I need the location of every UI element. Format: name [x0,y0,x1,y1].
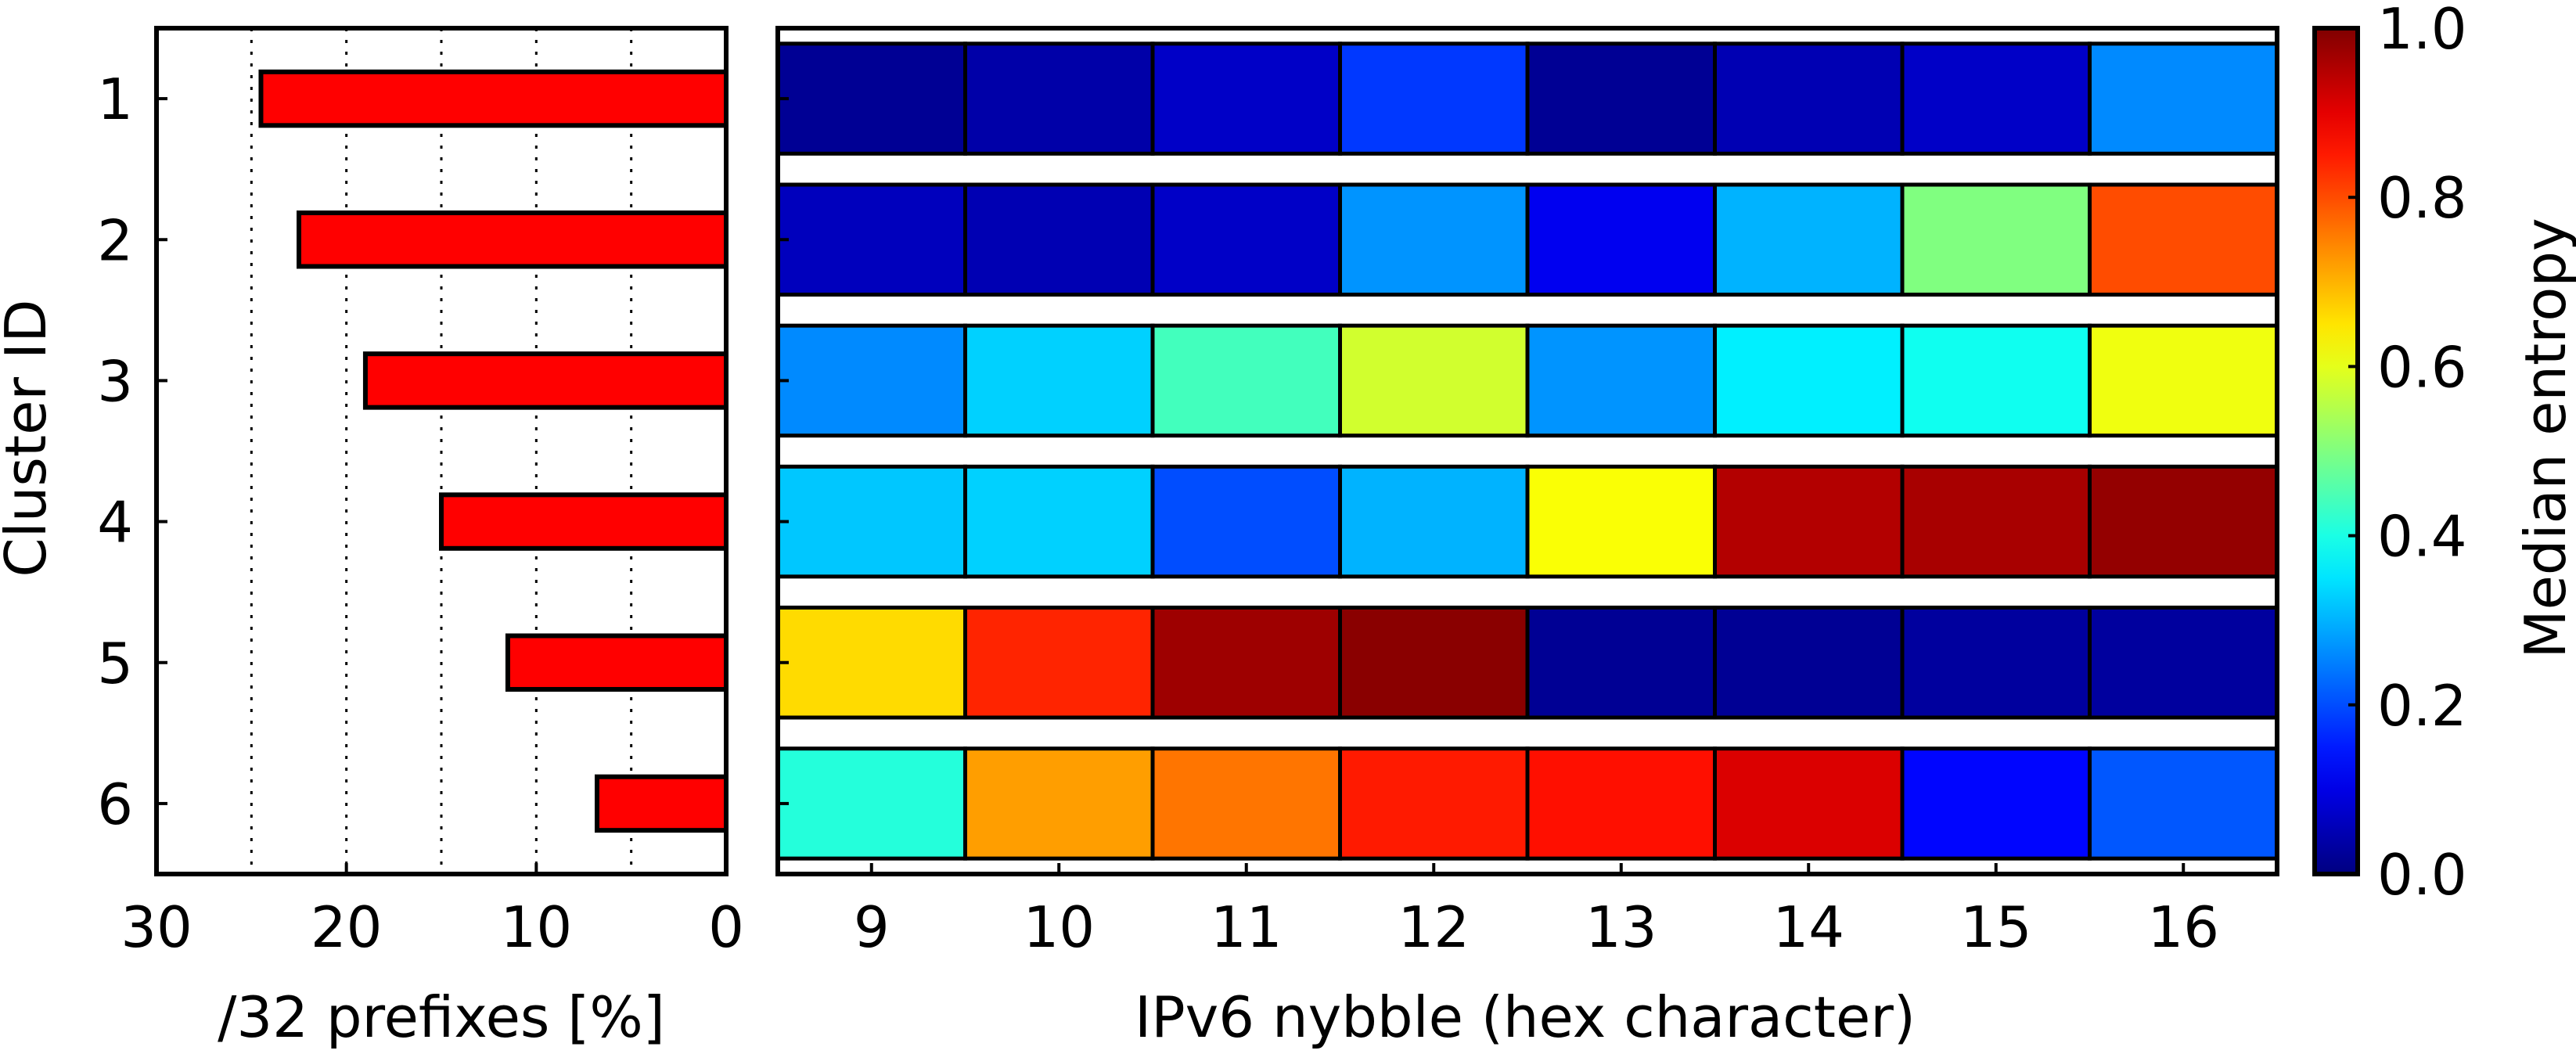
colorbar-panel: 0.0 0.2 0.4 0.6 0.8 1.0 [2312,0,2467,908]
heat-cell-r3-c15 [1900,323,2092,438]
heat-cell-r4-c9 [775,464,967,579]
bar-cluster-4 [439,492,729,551]
heat-cell-r5-c12 [1338,605,1530,720]
heat-cell-r4-c11 [1150,464,1342,579]
heat-cell-r1-c13 [1525,41,1717,156]
heat-axes-frame [775,26,2279,876]
bar-chart-panel: 1 2 3 4 5 6 30 20 10 0 [97,26,744,960]
bar-x-tick-label: 20 [311,894,383,960]
colorbar-label: Median entropy [2513,218,2576,658]
heat-x-tick-label: 16 [2147,894,2219,960]
heat-cell-r5-c13 [1525,605,1717,720]
heat-cell-r4-c14 [1713,464,1905,579]
colorbar-tick-label: 1.0 [2377,0,2467,62]
bar-y-tick-label: 4 [97,490,133,556]
heat-cell-r3-c12 [1338,323,1530,438]
heat-cell-r3-c9 [775,323,967,438]
heat-cell-r5-c11 [1150,605,1342,720]
heat-cell-r3-c14 [1713,323,1905,438]
heat-cell-r5-c9 [775,605,967,720]
heat-cell-r5-c14 [1713,605,1905,720]
heat-cell-r1-c12 [1338,41,1530,156]
bar-y-tick-label: 1 [97,67,133,132]
bar-cluster-5 [505,633,729,692]
heat-cell-r4-c15 [1900,464,2092,579]
heatmap-x-axis-label: IPv6 nybble (hex character) [1135,984,1916,1050]
bar-cluster-1 [258,69,729,128]
heat-cell-r1-c11 [1150,41,1342,156]
bar-y-tick-label: 6 [97,772,133,837]
heat-x-tick-label: 12 [1398,894,1470,960]
colorbar-tick-label: 0.6 [2377,334,2467,400]
heat-cell-r2-c12 [1338,182,1530,297]
heat-cell-r1-c15 [1900,41,2092,156]
heat-cell-r6-c12 [1338,746,1530,861]
heat-cell-r6-c11 [1150,746,1342,861]
bar-x-tick-label: 10 [501,894,573,960]
colorbar-tick-label: 0.0 [2377,842,2467,908]
heat-x-tick-label: 13 [1585,894,1657,960]
bar-x-axis-label: /32 prefixes [%] [218,984,665,1050]
heat-cell-r2-c10 [963,182,1155,297]
heatmap-panel: 9 10 11 12 13 14 15 16 [775,26,2279,960]
heat-cell-r1-c16 [2088,41,2279,156]
heat-cell-r2-c9 [775,182,967,297]
heat-x-tick-label: 9 [854,894,890,960]
bar-x-tick-label: 0 [708,894,744,960]
heat-cell-r2-c16 [2088,182,2279,297]
bar-cluster-6 [594,774,729,833]
heat-cell-r5-c16 [2088,605,2279,720]
heat-cell-r2-c13 [1525,182,1717,297]
heat-x-tick-label: 11 [1211,894,1283,960]
heat-cell-r6-c15 [1900,746,2092,861]
heat-cell-r3-c13 [1525,323,1717,438]
colorbar-tick-label: 0.2 [2377,673,2467,739]
heat-cell-r6-c9 [775,746,967,861]
heat-cell-r1-c14 [1713,41,1905,156]
bar-axes-frame [154,26,729,876]
bar-cluster-3 [362,351,729,410]
colorbar-tick-label: 0.4 [2377,504,2467,570]
bar-y-tick-label: 2 [97,207,133,273]
heat-cell-r5-c15 [1900,605,2092,720]
heat-cell-r2-c11 [1150,182,1342,297]
colorbar-tick-label: 0.8 [2377,165,2467,231]
heat-cell-r2-c15 [1900,182,2092,297]
heat-cell-r5-c10 [963,605,1155,720]
bar-y-tick-label: 5 [97,631,133,696]
heat-x-tick-label: 14 [1772,894,1844,960]
heat-cell-r6-c16 [2088,746,2279,861]
bar-x-tick-label: 30 [121,894,192,960]
heat-cell-r3-c10 [963,323,1155,438]
heat-cell-r4-c10 [963,464,1155,579]
heat-cell-r3-c11 [1150,323,1342,438]
bar-y-axis-label: Cluster ID [0,299,59,577]
heat-cell-r3-c16 [2088,323,2279,438]
heat-cell-r4-c13 [1525,464,1717,579]
bar-cluster-2 [297,210,729,269]
heat-cell-r2-c14 [1713,182,1905,297]
heat-x-tick-label: 10 [1023,894,1095,960]
colorbar [2312,26,2360,876]
heat-cell-r4-c12 [1338,464,1530,579]
heat-cell-r6-c10 [963,746,1155,861]
heat-x-tick-label: 15 [1960,894,2032,960]
heat-cell-r6-c14 [1713,746,1905,861]
heat-cell-r6-c13 [1525,746,1717,861]
heat-cell-r1-c10 [963,41,1155,156]
heat-cell-r4-c16 [2088,464,2279,579]
bar-y-tick-label: 3 [97,348,133,414]
heat-cell-r1-c9 [775,41,967,156]
